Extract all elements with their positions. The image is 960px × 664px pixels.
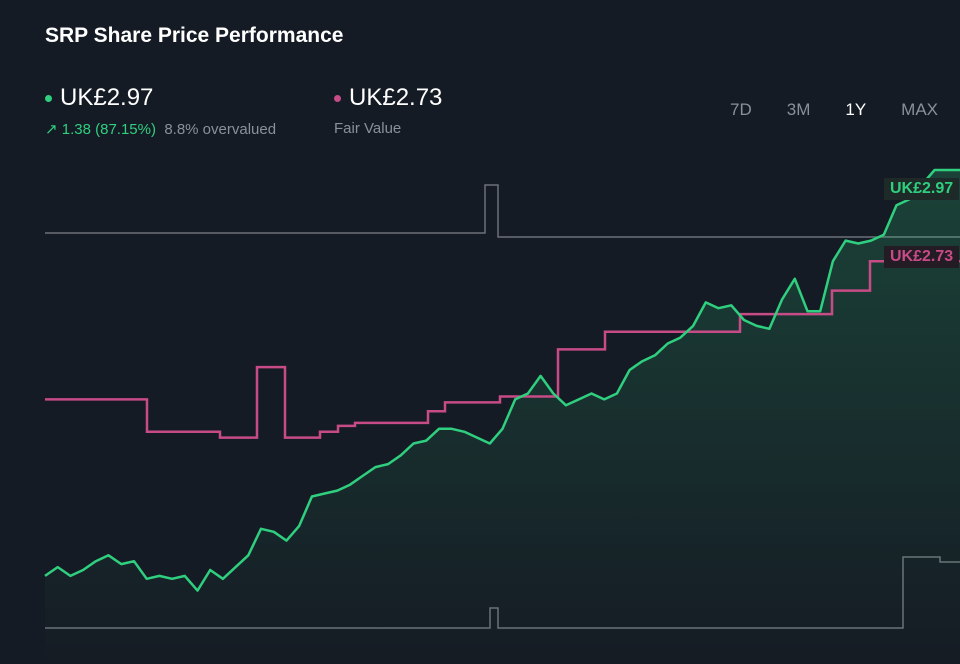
fair-value-dot-icon (334, 94, 341, 102)
price-change: 1.38 (87.15%) (61, 121, 156, 138)
upper-reference-line (45, 184, 960, 238)
tab-max[interactable]: MAX (901, 100, 938, 119)
tab-3m[interactable]: 3M (786, 100, 811, 119)
valuation-status: 8.8% overvalued (164, 121, 277, 138)
price-line (44, 168, 960, 592)
fair-value-end-label: UK£2.73 (884, 246, 960, 268)
fair-value: UK£2.73 (334, 84, 442, 112)
price-change-row: ↗ 1.38 (87.15%) 8.8% overvalued (45, 120, 276, 138)
share-price: UK£2.97 (45, 84, 153, 112)
tab-7d[interactable]: 7D (730, 100, 752, 119)
arrow-up-right-icon: ↗ (45, 121, 58, 138)
price-area (45, 170, 960, 664)
fair-value-label: Fair Value (334, 120, 402, 137)
period-tabs: 7D 3M 1Y MAX (730, 100, 960, 120)
price-dot-icon (45, 94, 52, 102)
fair-value-amount: UK£2.73 (349, 84, 443, 111)
price-end-label: UK£2.97 (884, 178, 960, 200)
page-title: SRP Share Price Performance (45, 24, 344, 47)
tab-1y[interactable]: 1Y (845, 100, 867, 119)
share-price-value: UK£2.97 (60, 84, 154, 111)
